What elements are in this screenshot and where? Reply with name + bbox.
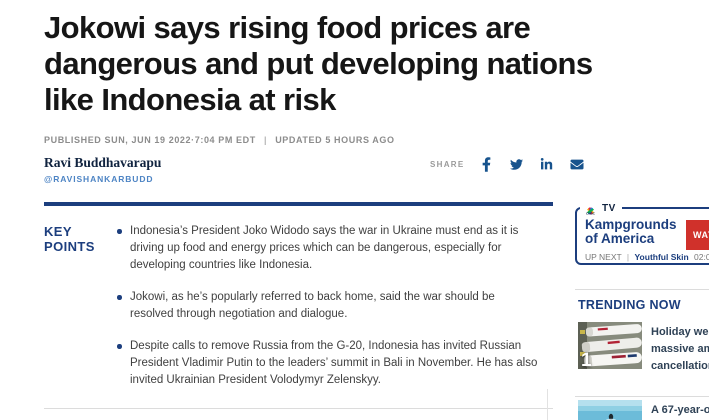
email-icon[interactable] [569, 156, 585, 172]
linkedin-icon[interactable] [539, 156, 555, 172]
headline-line: dangerous and put developing nations [44, 46, 593, 81]
column-divider [547, 389, 548, 420]
sidebar-divider [575, 289, 709, 290]
trending-thumbnail-planes: 1 [578, 322, 642, 369]
up-next-time: 02:00 a [694, 252, 709, 262]
svg-text:CNBC: CNBC [586, 211, 596, 214]
trending-item-1[interactable]: 1 Holiday wee massive am cancellation [578, 322, 709, 375]
cnbc-peacock-icon: CNBC [583, 203, 598, 215]
author-name-link[interactable]: Ravi Buddhavarapu [44, 155, 162, 170]
tv-widget-logo: CNBC TV [580, 200, 622, 217]
published-timestamp: PUBLISHED SUN, JUN 19 2022·7:04 PM EDT [44, 135, 256, 145]
twitter-icon[interactable] [509, 156, 525, 172]
author-block: Ravi Buddhavarapu @RAVISHANKARBUDD [44, 155, 161, 184]
up-next-separator: | [626, 252, 630, 262]
key-points-list: Indonesia’s President Joko Widodo says t… [117, 223, 541, 404]
key-point-bullet: Despite calls to remove Russia from the … [117, 338, 541, 389]
share-bar: SHARE [430, 156, 585, 172]
tv-label: TV [602, 203, 616, 214]
up-next-show: Youthful Skin [634, 252, 689, 262]
trending-now-heading: TRENDING NOW [578, 298, 681, 312]
trending-thumbnail-ocean [578, 400, 642, 420]
watch-button[interactable]: WATCH [686, 220, 709, 250]
facebook-icon[interactable] [479, 156, 495, 172]
publish-meta: PUBLISHED SUN, JUN 19 2022·7:04 PM EDT |… [44, 135, 395, 145]
trending-rank-badge: 1 [581, 350, 592, 369]
sidebar-divider [575, 396, 709, 397]
page-title: Jokowi says rising food prices are dange… [44, 10, 709, 118]
headline-line: like Indonesia at risk [44, 82, 336, 117]
share-label: SHARE [430, 159, 465, 169]
key-points-top-bar [44, 202, 553, 206]
key-point-bullet: Jokowi, as he’s popularly referred to ba… [117, 289, 541, 323]
author-twitter-handle[interactable]: @RAVISHANKARBUDD [44, 174, 154, 184]
headline-line: Jokowi says rising food prices are [44, 10, 531, 45]
key-point-bullet: Indonesia’s President Joko Widodo says t… [117, 223, 541, 274]
updated-timestamp: UPDATED 5 HOURS AGO [275, 135, 395, 145]
meta-separator: | [263, 135, 268, 145]
up-next-label: UP NEXT [585, 252, 622, 262]
article-divider [44, 408, 553, 409]
key-points-label: KEY POINTS [44, 224, 95, 254]
trending-headline: A 67-year-o retired [651, 404, 709, 416]
trending-headline: Holiday wee massive am cancellation [651, 326, 709, 372]
tv-up-next: UP NEXT | Youthful Skin 02:00 a [585, 252, 709, 262]
tv-now-playing-title[interactable]: Kampgrounds of America [585, 217, 677, 246]
trending-item-2[interactable]: A 67-year-o retired [578, 400, 709, 420]
tv-live-widget[interactable]: CNBC TV Kampgrounds of America WATCH UP … [575, 200, 709, 265]
